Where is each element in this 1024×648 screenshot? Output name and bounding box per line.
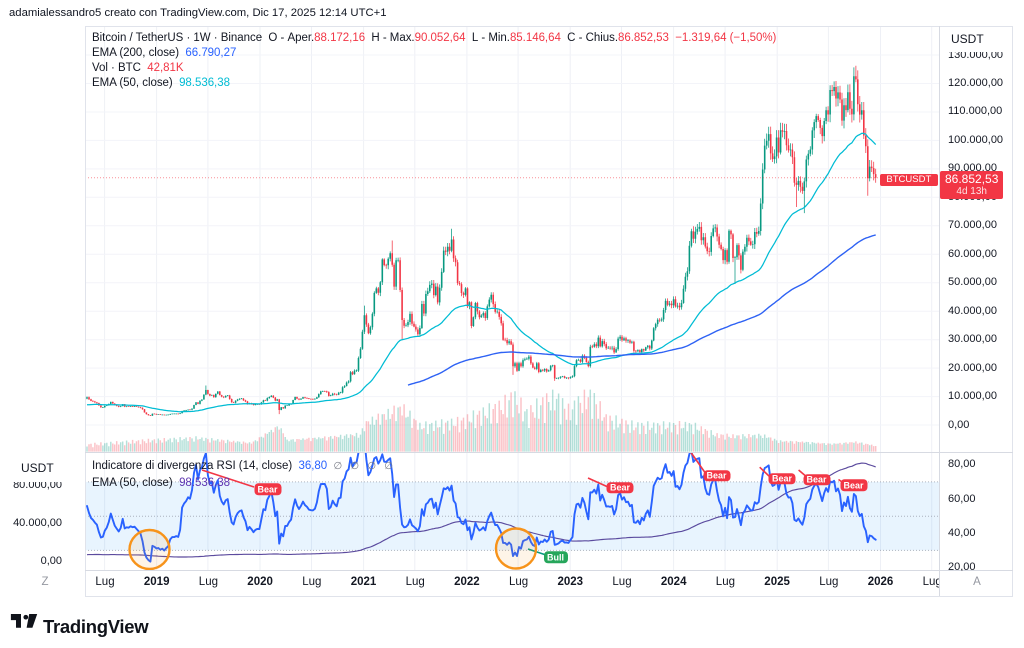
svg-text:TradingView: TradingView <box>43 616 149 637</box>
